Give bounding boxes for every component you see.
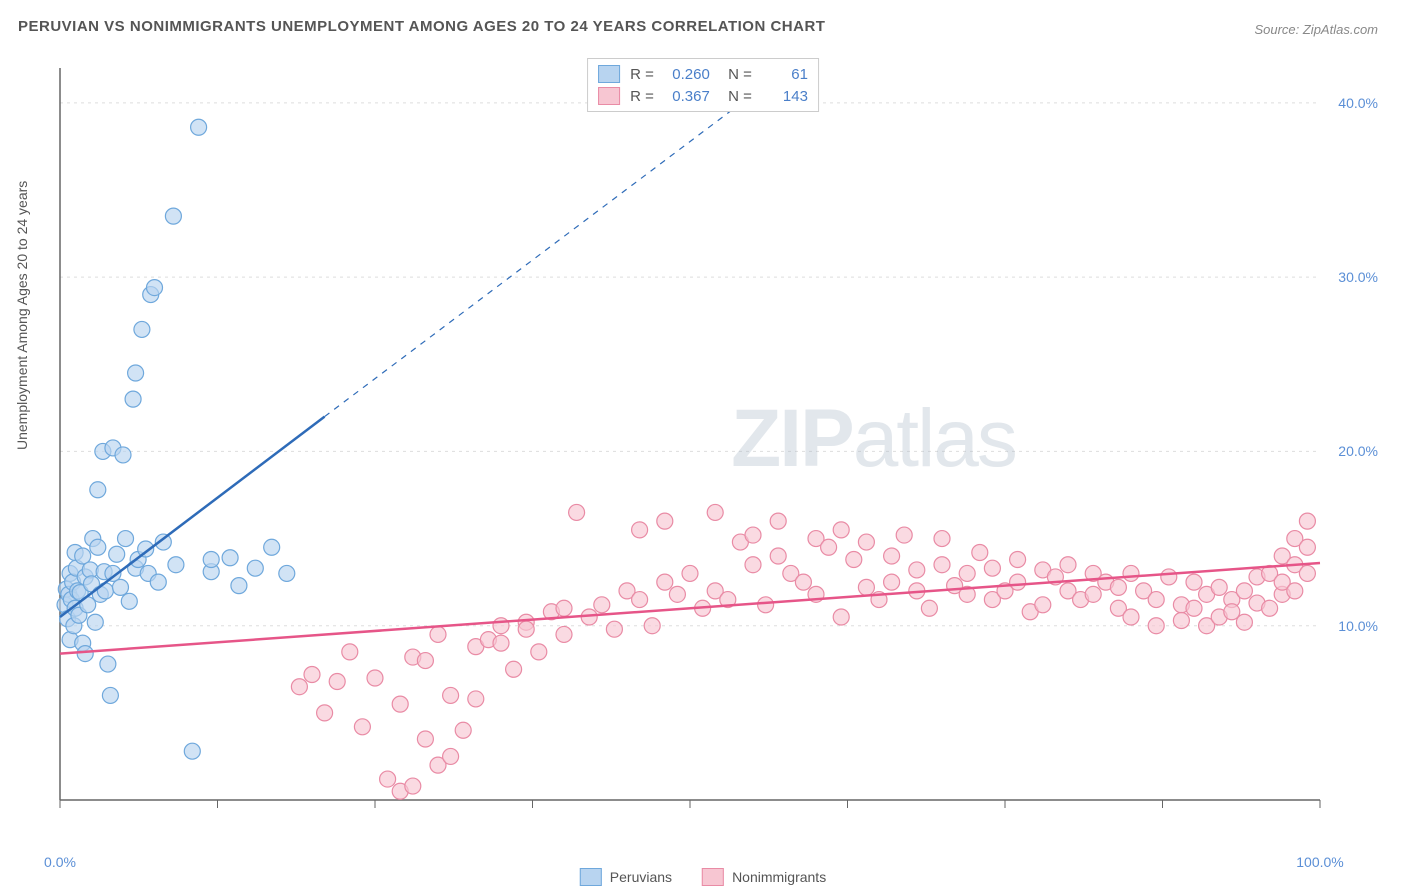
y-tick-label: 20.0%	[1338, 443, 1378, 459]
stat-label: N =	[720, 88, 752, 105]
chart-title: PERUVIAN VS NONIMMIGRANTS UNEMPLOYMENT A…	[18, 18, 825, 35]
legend-label: Nonimmigrants	[732, 869, 826, 885]
y-tick-label: 10.0%	[1338, 618, 1378, 634]
stat-label: R =	[630, 66, 654, 83]
legend-label: Peruvians	[610, 869, 672, 885]
stat-label: N =	[720, 66, 752, 83]
scatter-plot	[50, 50, 1380, 840]
legend-swatch	[598, 87, 620, 105]
legend-swatch	[702, 868, 724, 886]
y-tick-label: 40.0%	[1338, 95, 1378, 111]
legend-swatch	[580, 868, 602, 886]
legend-swatch	[598, 65, 620, 83]
legend-item: Peruvians	[580, 868, 672, 886]
stat-r-value: 0.367	[664, 88, 710, 105]
source-label: Source: ZipAtlas.com	[1254, 22, 1378, 37]
y-tick-label: 30.0%	[1338, 269, 1378, 285]
legend-item: Nonimmigrants	[702, 868, 826, 886]
y-axis-label: Unemployment Among Ages 20 to 24 years	[14, 181, 30, 450]
stat-r-value: 0.260	[664, 66, 710, 83]
stat-n-value: 61	[762, 66, 808, 83]
stats-row: R = 0.367 N = 143	[598, 85, 808, 107]
x-tick-label: 0.0%	[44, 854, 76, 870]
x-tick-label: 100.0%	[1296, 854, 1343, 870]
bottom-legend: Peruvians Nonimmigrants	[580, 868, 826, 886]
stats-row: R = 0.260 N = 61	[598, 63, 808, 85]
chart-container: PERUVIAN VS NONIMMIGRANTS UNEMPLOYMENT A…	[0, 0, 1406, 892]
stats-legend: R = 0.260 N = 61 R = 0.367 N = 143	[587, 58, 819, 112]
stat-label: R =	[630, 88, 654, 105]
stat-n-value: 143	[762, 88, 808, 105]
